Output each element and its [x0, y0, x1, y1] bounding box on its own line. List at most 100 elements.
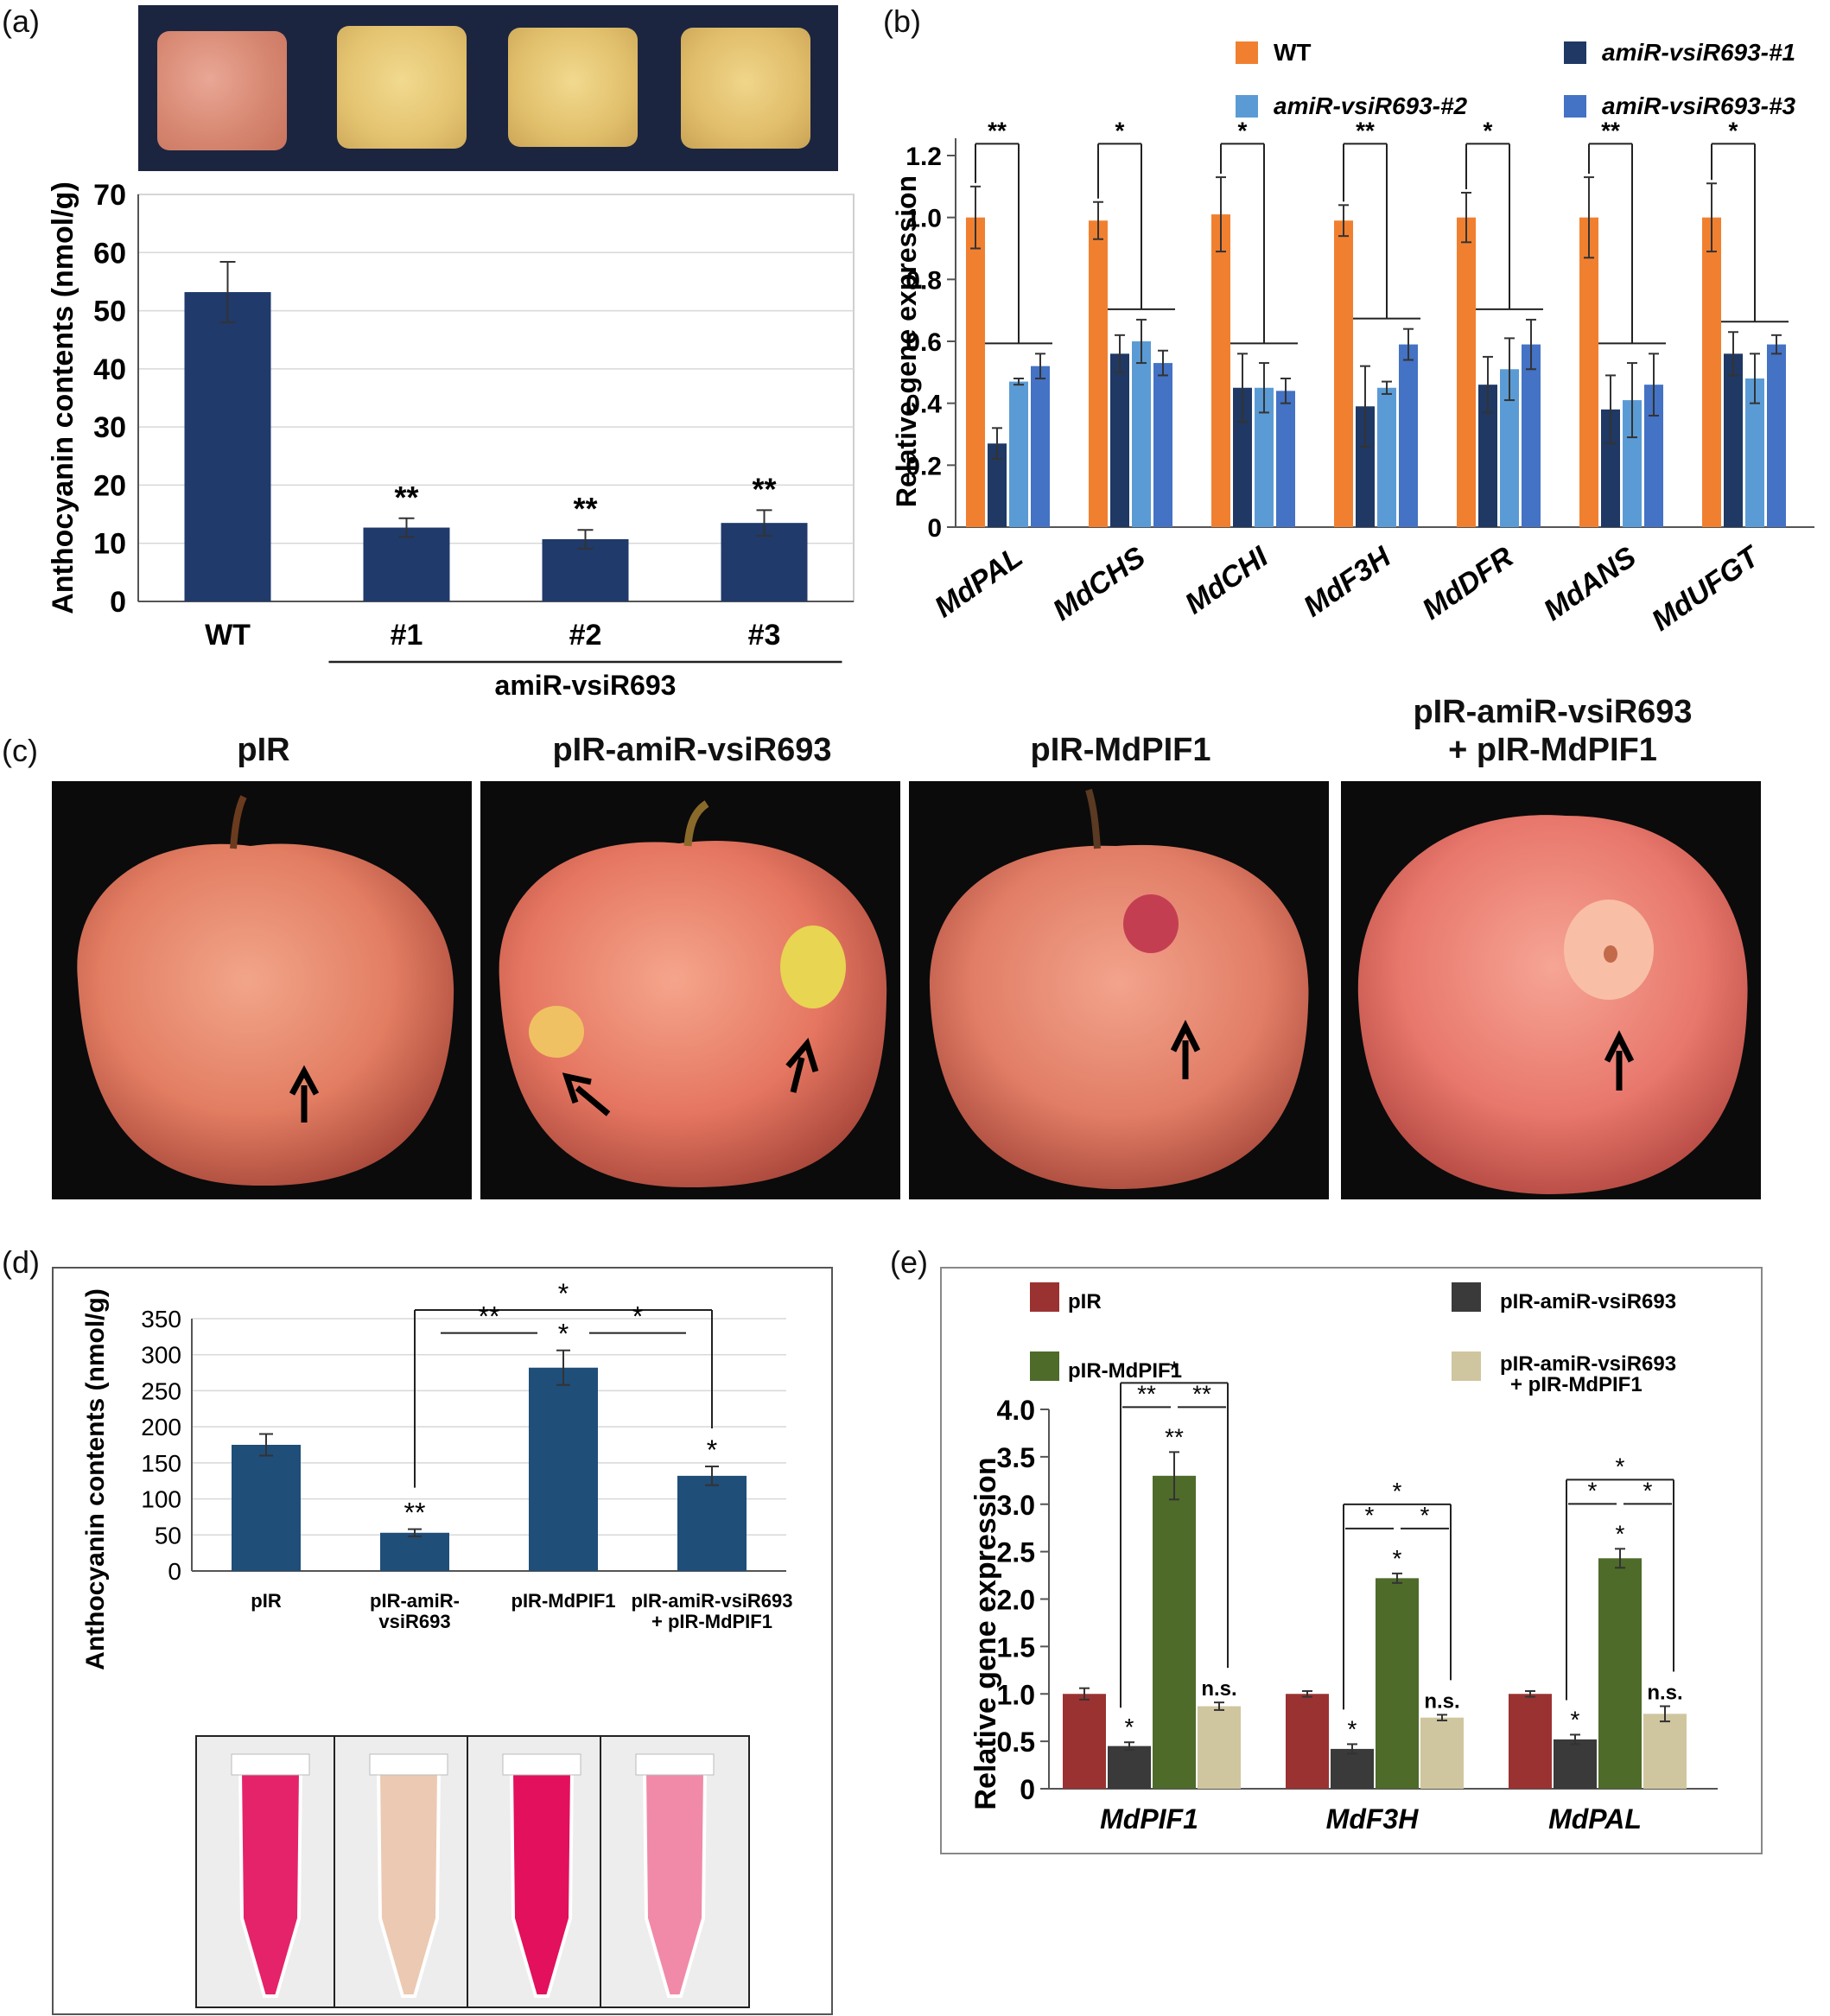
panel-label-c: (c) [2, 733, 38, 768]
bar-MdDFR-0 [1457, 217, 1476, 527]
bar-MdF3H-3 [1399, 344, 1418, 527]
y-tick-label: 50 [93, 296, 126, 328]
x-tick-label: MdCHI [1179, 540, 1275, 621]
y-tick-label: 50 [155, 1522, 181, 1549]
bar-MdUFGT-1 [1724, 353, 1743, 527]
significance-label: * [1238, 117, 1248, 143]
significance-label: * [1571, 1706, 1580, 1733]
y-tick-label: 0.6 [905, 328, 942, 357]
bar-1 [380, 1532, 449, 1571]
x-tick-label: MdCHS [1047, 540, 1152, 627]
legend-swatch [1564, 95, 1586, 118]
y-axis-title: Anthocyanin contents (nmol/g) [47, 181, 79, 614]
significance-label: * [1115, 117, 1125, 143]
legend-label: pIR-amiR-vsiR693 [1500, 1290, 1676, 1313]
y-axis-title: Relative gene expression [891, 175, 922, 507]
bar-MdUFGT-0 [1702, 217, 1721, 527]
x-tick-label: WT [205, 619, 251, 652]
significance-label: * [1365, 1502, 1375, 1529]
group-label: amiR-vsiR693 [495, 670, 677, 700]
bar-MdF3H-1 [1356, 406, 1375, 527]
y-tick-label: 1.0 [997, 1679, 1035, 1710]
callus-wt [157, 31, 287, 150]
x-tick-label: pIR-amiR-vsiR693 [631, 1590, 792, 1612]
bar-MdF3H-1 [1331, 1748, 1374, 1789]
bar-MdPAL-3 [1643, 1714, 1687, 1789]
bar-MdDFR-3 [1522, 344, 1541, 527]
tube-photo-pir [195, 1735, 346, 2008]
significance-label: ** [1356, 117, 1375, 143]
significance-label: * [1393, 1478, 1402, 1504]
x-tick-label: MdDFR [1416, 540, 1520, 626]
y-tick-label: 4.0 [997, 1395, 1035, 1426]
x-tick-label: MdPIF1 [1100, 1803, 1198, 1835]
x-tick-label: pIR-amiR- [370, 1590, 460, 1612]
y-tick-label: 3.0 [997, 1490, 1035, 1521]
arrow-icon [1604, 1030, 1635, 1091]
significance-label: ** [1192, 1380, 1211, 1407]
callus-3 [681, 28, 810, 149]
legend-swatch [1452, 1351, 1481, 1381]
x-tick-label: MdPAL [929, 540, 1029, 624]
apple-photo-pir-amir [480, 781, 900, 1199]
apple-photo-pir [52, 781, 472, 1199]
bar-2 [529, 1367, 598, 1571]
bar-MdPAL-1 [1554, 1739, 1597, 1789]
bar-0 [232, 1445, 301, 1571]
significance-label: * [1393, 1545, 1402, 1572]
significance-label: * [1616, 1453, 1625, 1479]
bar-MdCHI-0 [1211, 214, 1230, 528]
x-tick-label: MdF3H [1326, 1803, 1420, 1835]
significance-label: ** [573, 491, 597, 526]
y-tick-label: 0 [927, 514, 942, 543]
apple-photo-pir-mdpif1 [909, 781, 1329, 1199]
bar-MdPAL-2 [1598, 1558, 1642, 1789]
bar-3 [677, 1475, 747, 1571]
bar-MdUFGT-3 [1767, 344, 1786, 527]
apple-drawing-4 [1357, 815, 1748, 1194]
legend-label: WT [1274, 39, 1312, 66]
bar-MdPAL-3 [1031, 366, 1050, 527]
bar-MdCHS-3 [1153, 363, 1172, 527]
y-tick-label: 0.5 [997, 1727, 1035, 1758]
bar-MdANS-0 [1579, 217, 1598, 527]
bar-MdPAL-2 [1009, 381, 1028, 527]
y-tick-label: 250 [141, 1377, 181, 1404]
bar-MdF3H-0 [1286, 1694, 1329, 1789]
significance-label: * [1348, 1715, 1357, 1742]
x-tick-label: MdANS [1538, 540, 1643, 627]
significance-label: * [1588, 1477, 1598, 1504]
arrow-icon [1170, 1020, 1201, 1079]
significance-label: n.s. [1424, 1689, 1459, 1713]
legend-label: pIR [1068, 1290, 1102, 1313]
y-tick-label: 1.2 [905, 143, 942, 171]
y-axis-title: Relative gene expression [969, 1457, 1002, 1809]
legend-label: amiR-vsiR693-#1 [1602, 39, 1795, 66]
bar-MdF3H-3 [1420, 1717, 1464, 1789]
y-tick-label: 150 [141, 1450, 181, 1477]
legend-swatch [1564, 41, 1586, 64]
bar-MdPAL-1 [988, 443, 1007, 527]
y-tick-label: 0 [1020, 1774, 1035, 1805]
significance-label: * [1616, 1520, 1625, 1547]
significance-label: * [1484, 117, 1493, 143]
apple-title-3: pIR-MdPIF1 [1030, 732, 1211, 768]
significance-label: * [558, 1278, 569, 1309]
bar-MdF3H-2 [1376, 1578, 1419, 1789]
bar-MdF3H-0 [1334, 220, 1353, 527]
chart-b: WT amiR-vsiR693-#1 amiR-vsiR693-#2 amiR-vsi… [891, 39, 1814, 638]
apple-title-4: pIR-amiR-vsiR693 + pIR-MdPIF1 [1413, 694, 1693, 768]
bar-MdCHS-1 [1110, 353, 1129, 527]
bar-#2 [542, 539, 629, 601]
bar-MdF3H-2 [1377, 387, 1396, 527]
legend-label: amiR-vsiR693-#3 [1602, 92, 1796, 119]
significance-label: * [1170, 1356, 1179, 1383]
legend-label: amiR-vsiR693-#2 [1274, 92, 1468, 119]
panel-d-frame [52, 1267, 833, 2015]
bar-MdUFGT-2 [1745, 378, 1764, 527]
x-tick-label: #3 [748, 619, 781, 652]
significance-label: ** [394, 480, 418, 515]
significance-label: * [1729, 117, 1738, 143]
tube-photo-combined [600, 1735, 750, 2008]
y-tick-label: 40 [93, 353, 126, 386]
